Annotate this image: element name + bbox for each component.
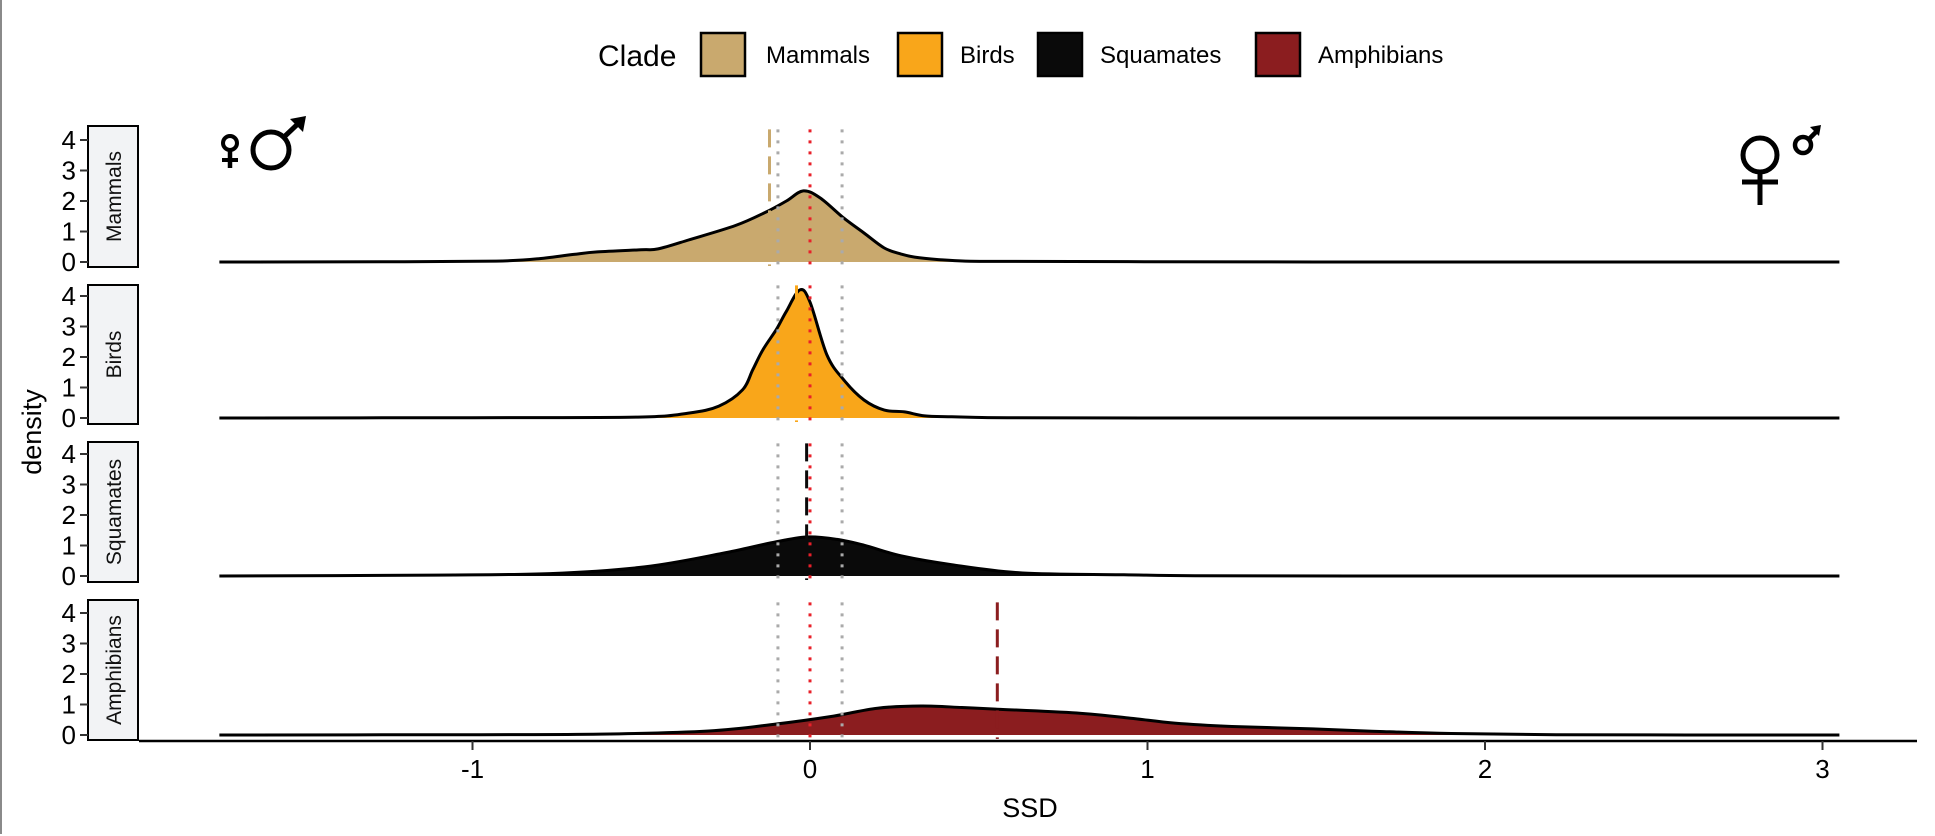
y-tick-label: 0 bbox=[62, 403, 76, 433]
y-tick-label: 0 bbox=[62, 561, 76, 591]
x-tick-label: 2 bbox=[1478, 754, 1492, 784]
legend-item-birds: Birds bbox=[896, 31, 1015, 78]
x-axis-title: SSD bbox=[1002, 793, 1058, 823]
density-area-mammals bbox=[219, 190, 1840, 263]
y-tick-label: 3 bbox=[62, 312, 76, 342]
y-tick-label: 2 bbox=[62, 342, 76, 372]
y-tick-label: 3 bbox=[62, 470, 76, 500]
y-tick-label: 1 bbox=[62, 690, 76, 720]
density-line-amphibians bbox=[219, 704, 1840, 737]
legend-title: Clade bbox=[598, 40, 676, 73]
density-area-birds bbox=[219, 289, 1840, 419]
x-tick-label: 0 bbox=[803, 754, 817, 784]
legend-label-mammals: Mammals bbox=[766, 42, 870, 69]
strip-mammals bbox=[87, 125, 139, 268]
y-tick-label: 4 bbox=[62, 598, 76, 628]
strip-label-mammals: Mammals bbox=[103, 151, 126, 242]
y-tick-label: 2 bbox=[62, 659, 76, 689]
female-biased-annotation bbox=[1740, 125, 1821, 205]
y-tick-label: 3 bbox=[62, 156, 76, 186]
density-line-squamates bbox=[219, 535, 1840, 578]
strip-amphibians bbox=[87, 599, 139, 741]
legend-item-mammals: Mammals bbox=[699, 31, 870, 78]
x-tick-label: 1 bbox=[1140, 754, 1154, 784]
legend-key-squamates bbox=[1036, 31, 1084, 78]
y-tick-label: 0 bbox=[62, 247, 76, 277]
strip-label-birds: Birds bbox=[103, 331, 126, 379]
y-tick-label: 1 bbox=[62, 217, 76, 247]
density-line-mammals bbox=[219, 189, 1840, 264]
facet-panels: Mammals01234Birds01234Squamates01234Amph… bbox=[62, 125, 1840, 750]
legend-item-squamates: Squamates bbox=[1036, 31, 1221, 78]
density-area-amphibians bbox=[219, 705, 1840, 736]
y-tick-label: 4 bbox=[62, 439, 76, 469]
strip-squamates bbox=[87, 441, 139, 583]
legend-label-birds: Birds bbox=[960, 42, 1015, 69]
male-biased-annotation bbox=[221, 116, 306, 171]
female-symbol-small-icon bbox=[221, 134, 239, 168]
legend-key-birds bbox=[896, 31, 944, 78]
x-tick-label: -1 bbox=[461, 754, 484, 784]
legend: Clade Mammals Birds Squamates Amphibians bbox=[598, 31, 1443, 78]
density-line-birds bbox=[219, 288, 1840, 420]
legend-item-amphibians: Amphibians bbox=[1254, 31, 1443, 78]
legend-key-mammals bbox=[699, 31, 747, 78]
strip-label-amphibians: Amphibians bbox=[103, 615, 126, 725]
y-tick-label: 4 bbox=[62, 281, 76, 311]
density-area-squamates bbox=[219, 536, 1840, 577]
y-tick-label: 2 bbox=[62, 186, 76, 216]
legend-key-amphibians bbox=[1254, 31, 1302, 78]
legend-label-squamates: Squamates bbox=[1100, 42, 1221, 69]
y-tick-label: 3 bbox=[62, 629, 76, 659]
y-tick-label: 1 bbox=[62, 531, 76, 561]
y-tick-label: 1 bbox=[62, 373, 76, 403]
strip-label-squamates: Squamates bbox=[103, 459, 126, 565]
x-tick-label: 3 bbox=[1815, 754, 1829, 784]
y-axis-title: density bbox=[17, 389, 47, 475]
male-symbol-small-icon bbox=[1792, 125, 1821, 156]
legend-label-amphibians: Amphibians bbox=[1318, 42, 1443, 69]
strip-birds bbox=[87, 284, 139, 425]
y-tick-label: 0 bbox=[62, 720, 76, 750]
y-tick-label: 2 bbox=[62, 500, 76, 530]
male-symbol-large-icon bbox=[250, 116, 306, 171]
female-symbol-large-icon bbox=[1740, 135, 1780, 205]
x-axis: -1 0 1 2 3 SSD bbox=[139, 739, 1917, 823]
y-tick-label: 4 bbox=[62, 125, 76, 155]
